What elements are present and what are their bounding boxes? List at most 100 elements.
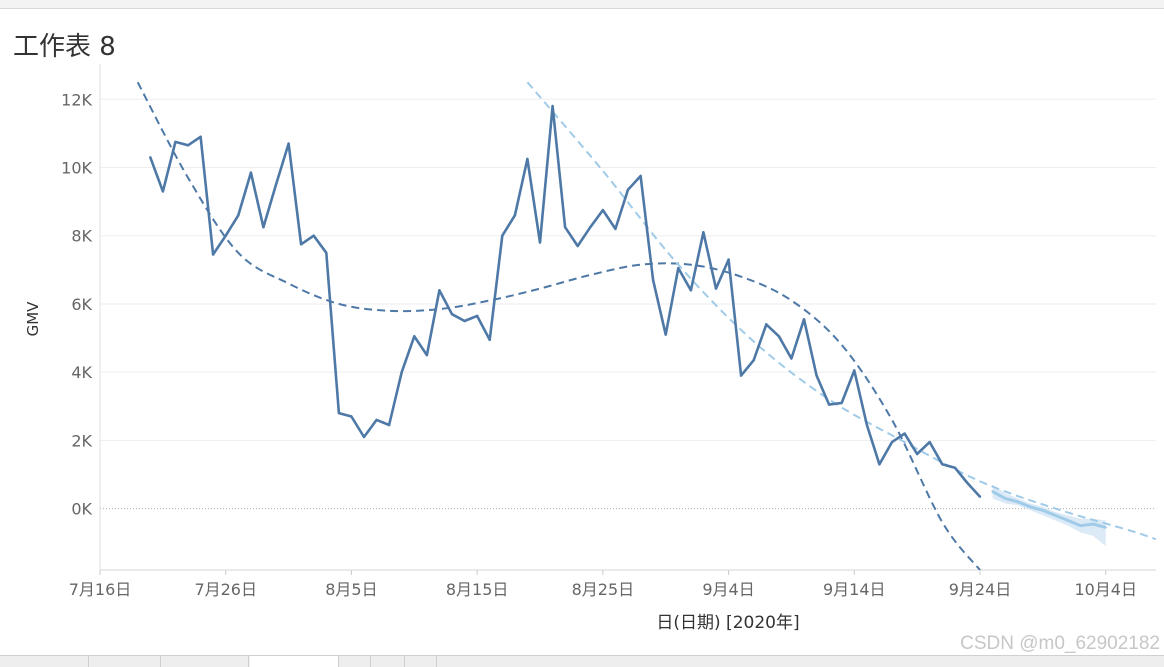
x-tick-label: 8月5日 [325, 580, 377, 599]
sheet-tab[interactable] [160, 656, 249, 667]
gmv-data-point [815, 374, 818, 377]
gmv-data-point [827, 403, 831, 406]
forecast-data-point [1079, 524, 1082, 527]
gmv-data-point [174, 140, 177, 144]
gmv-data-point [211, 253, 215, 256]
gmv-data-point [626, 188, 630, 191]
gmv-data-point [941, 463, 944, 466]
gmv-data-point [287, 142, 290, 145]
gmv-data-point [312, 234, 315, 237]
polynomial-trend-line [136, 81, 981, 570]
gmv-data-point [576, 244, 579, 248]
gmv-data-point [802, 318, 806, 321]
gmv-data-point [337, 411, 341, 415]
gmv-data-point [538, 241, 542, 244]
forecast-band [992, 484, 1106, 547]
y-tick-label: 4K [71, 363, 92, 382]
y-tick-label: 8K [71, 227, 92, 246]
sheet-tab[interactable] [88, 656, 161, 667]
gmv-data-point [551, 104, 554, 108]
sheet-title: 工作表 8 [13, 32, 116, 62]
sheet-tab[interactable] [340, 656, 371, 667]
sheet-tab[interactable] [372, 656, 405, 667]
gmv-data-point [677, 266, 680, 270]
gmv-data-point [878, 463, 881, 466]
x-tick-label: 8月25日 [572, 580, 635, 599]
sheet-tab-bar [0, 655, 1164, 667]
gmv-data-point [651, 278, 655, 282]
x-tick-label: 10月4日 [1074, 580, 1137, 599]
gmv-data-point [903, 432, 906, 435]
sheet-tab[interactable] [406, 656, 437, 667]
gmv-data-point [186, 144, 190, 147]
gmv-data-point [739, 374, 743, 377]
gmv-data-point [362, 435, 366, 439]
gmv-data-point [790, 357, 793, 360]
gmv-data-point [501, 234, 504, 237]
gmv-data-point [438, 289, 441, 292]
gmv-data-point [589, 226, 592, 229]
linear-trend-line [526, 81, 1156, 541]
gmv-data-point [299, 243, 303, 246]
gmv-data-point [475, 314, 479, 318]
forecast-data-point [1016, 500, 1019, 503]
gmv-data-point [765, 323, 768, 326]
y-tick-label: 12K [61, 90, 92, 109]
x-tick-label: 7月26日 [194, 580, 257, 599]
gmv-data-point [752, 359, 755, 362]
gmv-data-point [488, 338, 491, 341]
gmv-data-point [563, 226, 567, 229]
y-tick-label: 6K [71, 295, 92, 314]
forecast-data-point [1029, 505, 1032, 509]
gmv-data-point [978, 495, 982, 498]
forecast-data-point [1066, 519, 1070, 522]
gmv-data-point [199, 135, 202, 138]
y-axis-title: GMV [24, 301, 42, 337]
forecast-data-point [1104, 526, 1107, 529]
gmv-data-point [513, 214, 517, 217]
x-tick-label: 9月4日 [702, 580, 754, 599]
gmv-data-point [526, 157, 529, 161]
forecast-data-point [1091, 522, 1095, 526]
gmv-data-point [224, 234, 227, 237]
sheet-tab-active[interactable] [250, 656, 339, 667]
gmv-data-point [689, 289, 693, 292]
x-tick-label: 9月24日 [949, 580, 1012, 599]
y-tick-label: 2K [71, 431, 92, 450]
x-axis-title: 日(日期) [2020年] [656, 613, 799, 633]
forecast-data-point [1041, 509, 1045, 512]
gmv-data-point [840, 401, 843, 405]
gmv-data-point [375, 418, 378, 422]
y-tick-label: 10K [61, 159, 92, 178]
gmv-data-point [413, 335, 416, 338]
gmv-data-point [702, 231, 705, 234]
x-tick-label: 7月16日 [69, 580, 132, 599]
gmv-data-point [249, 171, 253, 174]
gmv-data-point [890, 440, 894, 444]
forecast-data-point [991, 490, 994, 493]
gmv-data-point [966, 481, 969, 485]
gmv-data-point [237, 214, 240, 217]
x-tick-label: 9月14日 [823, 580, 886, 599]
gmv-data-point [714, 287, 718, 290]
gmv-data-point [450, 313, 454, 316]
gmv-data-point [853, 369, 856, 372]
gmv-data-point [928, 440, 931, 444]
gmv-data-point [262, 226, 265, 229]
gmv-data-point [400, 371, 403, 374]
gmv-data-point [274, 183, 278, 186]
gmv-data-point [387, 423, 391, 427]
gmv-data-point [777, 335, 781, 338]
gmv-data-point [350, 415, 353, 418]
gmv-data-point [614, 227, 617, 231]
gmv-data-point [149, 156, 152, 159]
gmv-data-point [425, 353, 429, 357]
x-tick-label: 8月15日 [446, 580, 509, 599]
sheet-tab[interactable] [0, 656, 89, 667]
gmv-actual-line [149, 104, 981, 498]
gmv-data-point [727, 258, 730, 261]
forecast-data-point [1054, 514, 1057, 517]
gmv-data-point [915, 452, 919, 456]
window-top-bar [0, 0, 1164, 9]
